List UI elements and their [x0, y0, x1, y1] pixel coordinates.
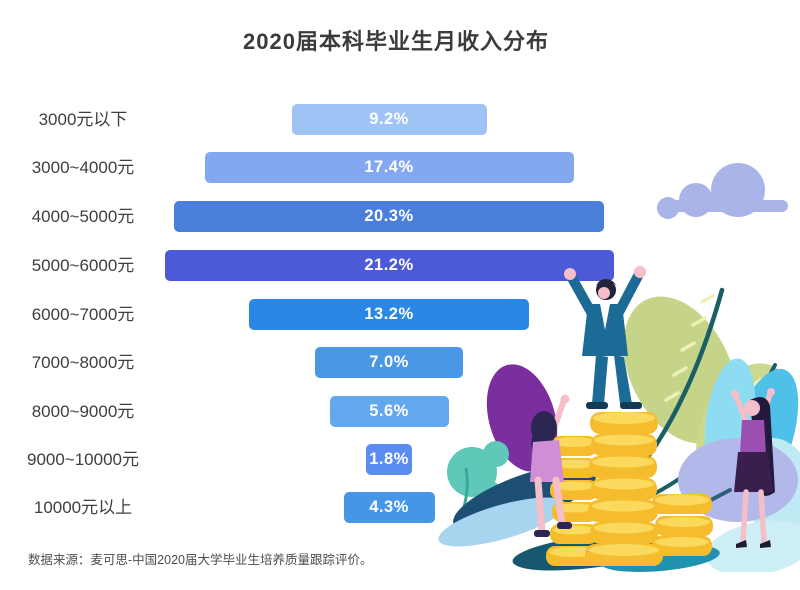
category-label: 4000~5000元: [31, 207, 135, 226]
bar-value-label: 13.2%: [364, 305, 414, 323]
category-label: 5000~6000元: [31, 256, 135, 275]
coin-stack-large: [585, 412, 663, 566]
bar-4000~5000元: 20.3%: [174, 201, 604, 232]
bar-6000~7000元: 13.2%: [249, 299, 529, 330]
bar-value-label: 1.8%: [369, 450, 409, 468]
source-note: 数据来源：麦可思-中国2020届大学毕业生培养质量跟踪评价。: [28, 553, 373, 567]
cloud-icon: [657, 163, 788, 219]
woman-climbing: [530, 394, 572, 537]
man-on-coins: [564, 266, 646, 409]
bar-value-label: 4.3%: [369, 498, 409, 516]
bar-value-label: 7.0%: [369, 353, 409, 371]
category-label: 6000~7000元: [31, 305, 135, 324]
bar-value-label: 20.3%: [364, 207, 414, 225]
bar-value-label: 9.2%: [369, 110, 409, 128]
bar-8000~9000元: 5.6%: [329, 396, 449, 427]
bar-3000元以下: 9.2%: [291, 104, 487, 135]
bar-10000元以上: 4.3%: [343, 492, 435, 523]
bar-9000~10000元: 1.8%: [366, 444, 412, 475]
category-label: 3000~4000元: [31, 158, 135, 177]
category-label: 8000~9000元: [31, 402, 135, 421]
category-label: 3000元以下: [38, 110, 128, 129]
bar-value-label: 17.4%: [364, 158, 414, 176]
category-label: 7000~8000元: [31, 353, 135, 372]
bar-5000~6000元: 21.2%: [164, 250, 614, 281]
bar-7000~8000元: 7.0%: [315, 347, 463, 378]
bar-value-label: 5.6%: [369, 402, 409, 420]
category-label: 10000元以上: [33, 498, 133, 517]
bar-3000~4000元: 17.4%: [204, 152, 574, 183]
decor-illustration: [438, 163, 800, 572]
category-label: 9000~10000元: [26, 450, 140, 469]
bar-value-label: 21.2%: [364, 256, 414, 274]
coin-stack-right: [652, 494, 713, 556]
chart-title: 2020届本科毕业生月收入分布: [243, 29, 549, 54]
woman-cheering: [731, 388, 775, 548]
